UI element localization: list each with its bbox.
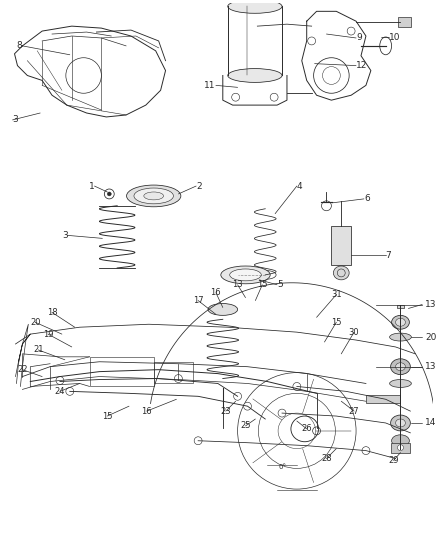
Text: 15: 15	[257, 280, 268, 289]
Text: 8: 8	[17, 42, 22, 51]
Text: 3: 3	[13, 116, 18, 124]
Text: 28: 28	[321, 454, 332, 463]
Text: 14: 14	[425, 418, 437, 427]
Text: 15: 15	[331, 318, 342, 327]
Circle shape	[293, 383, 301, 390]
Text: 6: 6	[364, 195, 370, 204]
Ellipse shape	[396, 318, 406, 326]
Text: 21: 21	[33, 345, 43, 354]
Ellipse shape	[134, 188, 173, 204]
Circle shape	[244, 402, 251, 410]
Text: 16: 16	[141, 407, 152, 416]
Text: 20: 20	[425, 333, 437, 342]
Text: 18: 18	[47, 308, 57, 317]
Bar	[154, 362, 193, 383]
Circle shape	[66, 387, 74, 395]
Text: 1: 1	[89, 182, 95, 191]
Ellipse shape	[144, 192, 163, 200]
Text: 26: 26	[301, 424, 312, 433]
Bar	[89, 357, 154, 386]
Text: 3: 3	[62, 231, 68, 240]
Ellipse shape	[228, 0, 282, 13]
Text: 12: 12	[356, 61, 367, 70]
Text: 17: 17	[193, 296, 203, 305]
Circle shape	[56, 377, 64, 384]
Ellipse shape	[392, 435, 410, 447]
Ellipse shape	[390, 379, 411, 387]
Text: 19: 19	[43, 329, 53, 338]
Text: 31: 31	[331, 290, 342, 299]
Circle shape	[362, 447, 370, 455]
Ellipse shape	[392, 316, 410, 329]
Text: 2: 2	[196, 182, 202, 191]
Text: 25: 25	[240, 422, 251, 431]
Text: 24: 24	[55, 387, 65, 396]
Ellipse shape	[391, 415, 410, 431]
Text: 16: 16	[211, 288, 221, 297]
Bar	[366, 395, 400, 403]
Text: 5: 5	[277, 280, 283, 289]
Ellipse shape	[230, 269, 261, 281]
Text: —: —	[381, 34, 390, 43]
Text: 13: 13	[425, 362, 437, 371]
Text: 20: 20	[30, 318, 40, 327]
Ellipse shape	[221, 266, 270, 284]
Text: 30: 30	[349, 328, 360, 337]
Ellipse shape	[127, 185, 181, 207]
Circle shape	[398, 445, 403, 450]
Text: 23: 23	[220, 407, 231, 416]
Text: 7: 7	[386, 251, 392, 260]
Ellipse shape	[208, 303, 237, 316]
Bar	[332, 225, 351, 265]
Circle shape	[194, 437, 202, 445]
Circle shape	[233, 392, 241, 400]
Circle shape	[107, 192, 111, 196]
Ellipse shape	[391, 359, 410, 375]
Bar	[396, 304, 404, 309]
Ellipse shape	[333, 266, 349, 280]
Bar	[391, 443, 410, 453]
Text: 13: 13	[232, 280, 243, 289]
Text: 15: 15	[102, 411, 113, 421]
Ellipse shape	[390, 333, 411, 341]
Text: 0°: 0°	[278, 464, 286, 471]
Text: 4: 4	[297, 182, 303, 191]
Text: 27: 27	[349, 407, 360, 416]
Ellipse shape	[396, 363, 406, 370]
Text: 29: 29	[389, 456, 399, 465]
Text: 22: 22	[17, 365, 28, 374]
Ellipse shape	[396, 419, 406, 427]
Text: 11: 11	[205, 81, 216, 90]
Text: 9: 9	[356, 34, 362, 43]
Ellipse shape	[228, 69, 282, 83]
Bar	[398, 17, 411, 27]
Circle shape	[278, 409, 286, 417]
Text: 13: 13	[425, 300, 437, 309]
Text: 10: 10	[389, 34, 400, 43]
Circle shape	[174, 375, 182, 383]
